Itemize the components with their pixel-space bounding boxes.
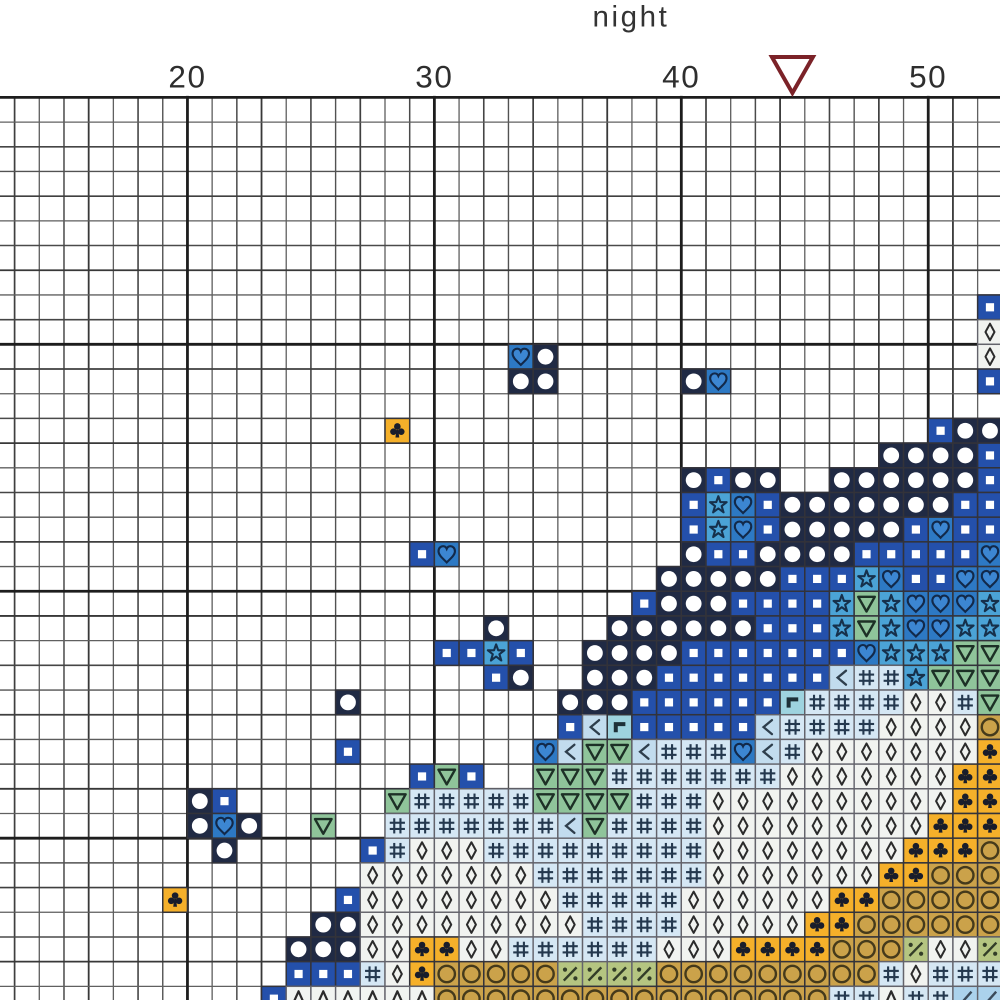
svg-text:night: night <box>593 1 670 34</box>
svg-text:30: 30 <box>415 59 453 95</box>
svg-text:40: 40 <box>662 59 700 95</box>
svg-text:50: 50 <box>909 59 947 95</box>
svg-text:20: 20 <box>168 59 206 95</box>
